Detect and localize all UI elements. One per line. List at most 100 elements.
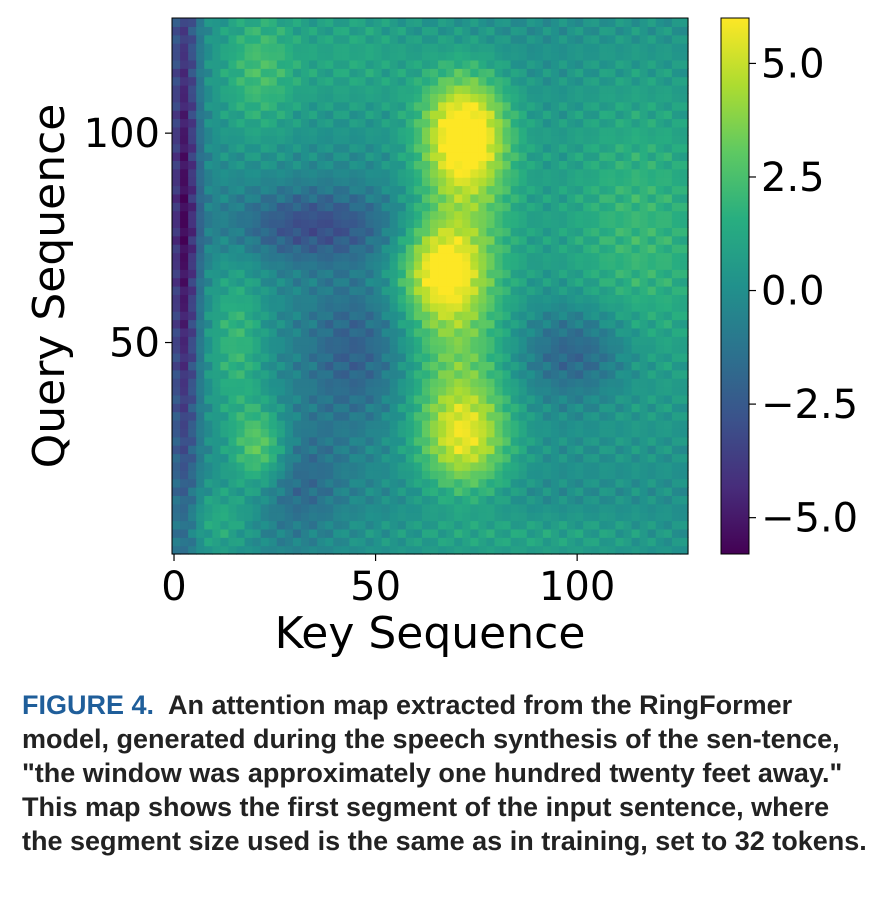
heatmap-cell: [373, 311, 383, 321]
heatmap-cell: [276, 152, 286, 161]
heatmap-cell: [542, 26, 552, 36]
heatmap-cell: [284, 219, 294, 228]
heatmap-cell: [494, 520, 504, 530]
heatmap-cell: [663, 361, 673, 371]
heatmap-cell: [526, 93, 536, 103]
heatmap-cell: [325, 85, 334, 94]
heatmap-cell: [623, 101, 633, 111]
heatmap-cell: [599, 43, 608, 53]
heatmap-cell: [413, 545, 423, 555]
heatmap-cell: [631, 202, 641, 212]
heatmap-cell: [349, 177, 359, 187]
heatmap-cell: [607, 168, 617, 178]
heatmap-cell: [421, 537, 431, 547]
heatmap-cell: [260, 85, 270, 94]
heatmap-cell: [559, 252, 568, 262]
heatmap-cell: [599, 336, 608, 346]
heatmap-cell: [236, 177, 246, 187]
heatmap-cell: [575, 193, 584, 203]
heatmap-cell: [679, 43, 689, 53]
heatmap-cell: [220, 503, 230, 513]
heatmap-cell: [292, 34, 302, 44]
heatmap-cell: [365, 528, 375, 538]
heatmap-cell: [309, 34, 318, 44]
heatmap-cell: [244, 277, 254, 287]
heatmap-cell: [542, 411, 552, 421]
heatmap-cell: [647, 260, 657, 270]
heatmap-cell: [333, 51, 342, 61]
heatmap-cell: [446, 487, 455, 496]
heatmap-cell: [550, 168, 560, 178]
heatmap-cell: [188, 537, 197, 547]
heatmap-cell: [575, 85, 584, 94]
heatmap-cell: [534, 160, 544, 170]
heatmap-cell: [349, 344, 359, 354]
heatmap-cell: [373, 118, 383, 128]
heatmap-cell: [615, 193, 625, 203]
heatmap-cell: [478, 420, 488, 429]
heatmap-cell: [575, 277, 584, 287]
heatmap-cell: [260, 101, 270, 111]
heatmap-cell: [333, 403, 342, 413]
heatmap-cell: [518, 461, 528, 471]
heatmap-cell: [599, 227, 608, 237]
heatmap-cell: [567, 68, 576, 78]
heatmap-cell: [365, 420, 375, 429]
heatmap-cell: [301, 495, 310, 505]
heatmap-cell: [228, 436, 238, 446]
heatmap-cell: [389, 327, 399, 337]
heatmap-cell: [188, 118, 197, 128]
heatmap-cell: [510, 470, 520, 480]
heatmap-cell: [679, 143, 689, 153]
heatmap-cell: [510, 126, 520, 136]
heatmap-cell: [341, 34, 350, 44]
heatmap-cell: [679, 110, 689, 120]
heatmap-cell: [663, 520, 673, 530]
heatmap-cell: [526, 43, 536, 53]
heatmap-cell: [631, 126, 641, 136]
heatmap-cell: [623, 93, 633, 103]
heatmap-cell: [567, 520, 576, 530]
heatmap-cell: [180, 369, 189, 379]
heatmap-cell: [204, 59, 213, 69]
heatmap-cell: [188, 478, 197, 488]
heatmap-cell: [220, 18, 230, 27]
heatmap-cell: [172, 369, 181, 379]
heatmap-cell: [639, 210, 649, 220]
heatmap-cell: [172, 76, 181, 86]
heatmap-cell: [260, 118, 270, 128]
heatmap-cell: [526, 210, 536, 220]
heatmap-cell: [421, 160, 431, 170]
heatmap-cell: [284, 453, 294, 463]
heatmap-cell: [228, 327, 238, 337]
heatmap-cell: [317, 436, 326, 446]
heatmap-cell: [365, 185, 375, 195]
heatmap-cell: [421, 260, 431, 270]
heatmap-cell: [421, 118, 431, 128]
heatmap-cell: [244, 336, 254, 346]
heatmap-cell: [188, 353, 197, 362]
heatmap-cell: [502, 336, 512, 346]
heatmap-cell: [655, 277, 665, 287]
heatmap-cell: [284, 420, 294, 429]
heatmap-cell: [559, 260, 568, 270]
heatmap-cell: [647, 210, 657, 220]
heatmap-cell: [679, 235, 689, 245]
heatmap-cell: [317, 168, 326, 178]
heatmap-cell: [534, 403, 544, 413]
heatmap-cell: [655, 110, 665, 120]
heatmap-cell: [518, 512, 528, 522]
heatmap-cell: [446, 545, 455, 555]
heatmap-cell: [655, 453, 665, 463]
heatmap-cell: [212, 461, 221, 471]
heatmap-cell: [526, 528, 536, 538]
heatmap-cell: [333, 252, 342, 262]
heatmap-cell: [268, 143, 278, 153]
heatmap-cell: [260, 420, 270, 429]
heatmap-cell: [575, 327, 584, 337]
heatmap-cell: [268, 152, 278, 161]
heatmap-cell: [188, 403, 197, 413]
heatmap-cell: [615, 277, 625, 287]
heatmap-cell: [679, 369, 689, 379]
heatmap-cell: [341, 244, 350, 254]
